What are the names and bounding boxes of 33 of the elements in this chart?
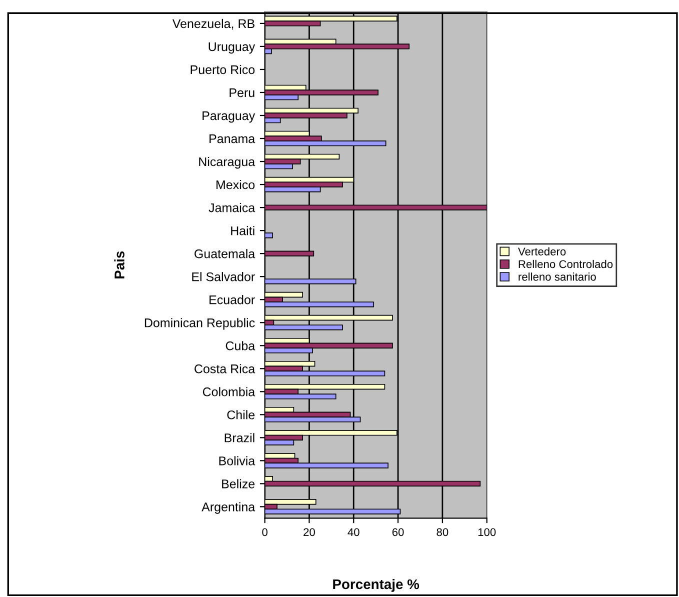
y-tick-label: Belize <box>222 479 255 488</box>
y-tick-label: Brazil <box>224 433 254 442</box>
y-tick-label: Haiti <box>231 226 254 236</box>
y-tick-label: Costa Rica <box>194 364 256 374</box>
y-tick-label: Peru <box>230 88 254 98</box>
x-tick-label: 20 <box>304 528 315 536</box>
y-tick-label: Ecuador <box>210 295 255 304</box>
y-tick-label: Venezuela, RB <box>172 18 254 30</box>
y-tick-label: Nicaragua <box>199 156 256 169</box>
legend-label: relleno sanitario <box>518 272 596 281</box>
y-tick-label: Puerto Rico <box>190 64 255 74</box>
x-axis-title: Porcentaje % <box>333 578 420 592</box>
x-tick-label: 0 <box>262 528 268 536</box>
y-tick-label: Argentina <box>202 502 256 514</box>
y-tick-label: Mexico <box>216 180 255 190</box>
y-tick-label: Colombia <box>202 387 256 396</box>
y-tick-label: El Salvador <box>192 272 255 282</box>
y-tick-label: Uruguay <box>208 42 256 54</box>
x-tick-label: 40 <box>348 528 360 536</box>
y-axis-title: Pais <box>114 251 124 278</box>
y-tick-label: Panama <box>210 134 256 144</box>
legend-label: Relleno Controlado <box>518 260 613 268</box>
y-tick-label: Chile <box>227 410 255 420</box>
y-tick-label: Paraguay <box>202 111 256 123</box>
legend-label: Vertedero <box>518 247 566 256</box>
x-tick-label: 60 <box>392 528 404 536</box>
y-tick-label: Dominican Republic <box>144 318 255 330</box>
y-tick-label: Bolivia <box>219 456 256 466</box>
y-tick-label: Jamaica <box>208 203 256 212</box>
x-tick-label: 80 <box>436 528 448 536</box>
x-tick-label: 100 <box>478 528 496 536</box>
y-tick-label: Guatemala <box>194 249 256 258</box>
y-tick-label: Cuba <box>226 341 256 350</box>
